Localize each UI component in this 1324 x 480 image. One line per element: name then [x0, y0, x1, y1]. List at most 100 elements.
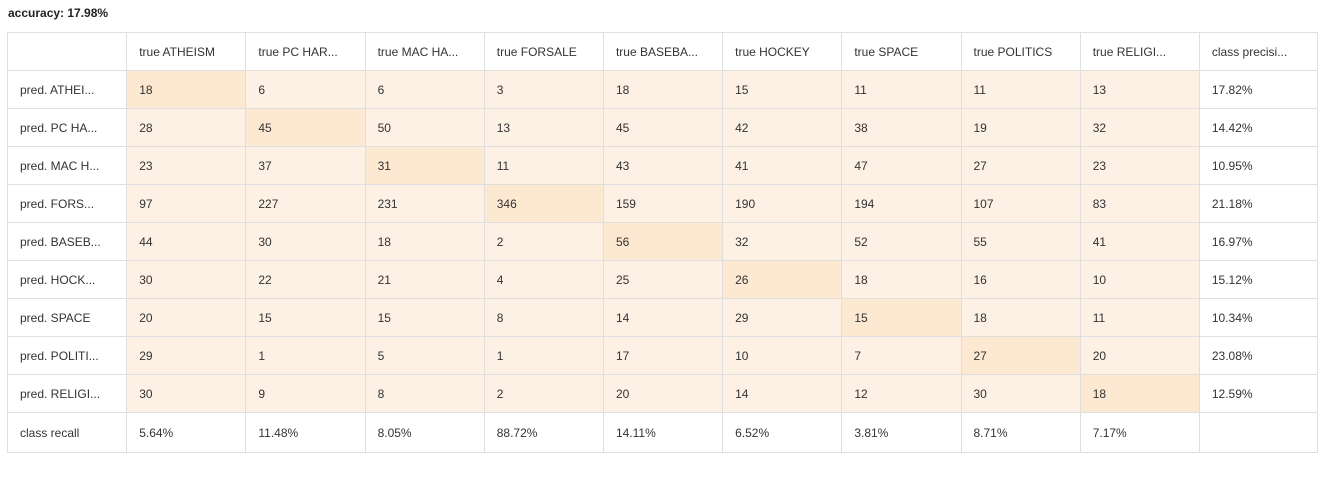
column-header-true-forsale[interactable]: true FORSALE: [483, 32, 604, 71]
matrix-cell: 37: [245, 146, 366, 185]
matrix-cell: 6: [245, 70, 366, 109]
matrix-cell: 23: [1079, 146, 1200, 185]
matrix-cell: 10: [1079, 260, 1200, 299]
matrix-cell: 6: [364, 70, 485, 109]
matrix-cell: 16: [960, 260, 1081, 299]
matrix-cell: 45: [602, 108, 724, 147]
row-header-pred-politics: pred. POLITI...: [6, 336, 128, 375]
row-header-pred-baseball: pred. BASEB...: [6, 222, 128, 261]
column-header-true-religion[interactable]: true RELIGI...: [1079, 32, 1200, 71]
matrix-cell: 30: [245, 222, 366, 261]
matrix-cell: 44: [126, 222, 247, 261]
matrix-cell: 107: [960, 184, 1081, 223]
precision-cell: 10.34%: [1198, 298, 1319, 337]
matrix-cell: 15: [841, 298, 962, 337]
row-header-pred-forsale: pred. FORS...: [6, 184, 128, 223]
table-row: pred. FORS... 97 227 231 346 159 190 194…: [6, 184, 1319, 223]
matrix-cell: 28: [126, 108, 247, 147]
table-row: pred. MAC H... 23 37 31 11 43 41 47 27 2…: [6, 146, 1319, 185]
table-row: pred. SPACE 20 15 15 8 14 29 15 18 11 10…: [6, 298, 1319, 337]
matrix-cell: 7: [841, 336, 962, 375]
matrix-cell: 32: [722, 222, 843, 261]
column-header-true-mac-hardware[interactable]: true MAC HA...: [364, 32, 485, 71]
matrix-cell: 346: [483, 184, 604, 223]
row-header-pred-space: pred. SPACE: [6, 298, 128, 337]
matrix-cell: 18: [1079, 374, 1200, 413]
matrix-cell: 42: [722, 108, 843, 147]
recall-cell: 8.05%: [364, 412, 485, 453]
table-row: pred. HOCK... 30 22 21 4 25 26 18 16 10 …: [6, 260, 1319, 299]
class-recall-row: class recall 5.64% 11.48% 8.05% 88.72% 1…: [6, 412, 1319, 453]
table-row: pred. POLITI... 29 1 5 1 17 10 7 27 20 2…: [6, 336, 1319, 375]
matrix-cell: 30: [126, 260, 247, 299]
matrix-cell: 45: [245, 108, 366, 147]
column-header-true-politics[interactable]: true POLITICS: [960, 32, 1081, 71]
matrix-cell: 2: [483, 374, 604, 413]
matrix-cell: 56: [602, 222, 724, 261]
recall-empty-cell: [1198, 412, 1319, 453]
matrix-cell: 13: [1079, 70, 1200, 109]
matrix-cell: 18: [364, 222, 485, 261]
matrix-cell: 20: [1079, 336, 1200, 375]
matrix-cell: 18: [960, 298, 1081, 337]
matrix-cell: 41: [722, 146, 843, 185]
precision-cell: 17.82%: [1198, 70, 1319, 109]
column-header-class-precision[interactable]: class precisi...: [1198, 32, 1319, 71]
matrix-cell: 18: [602, 70, 724, 109]
matrix-cell: 26: [722, 260, 843, 299]
column-header-true-baseball[interactable]: true BASEBA...: [602, 32, 724, 71]
matrix-cell: 11: [841, 70, 962, 109]
matrix-cell: 10: [722, 336, 843, 375]
matrix-cell: 29: [126, 336, 247, 375]
matrix-cell: 50: [364, 108, 485, 147]
matrix-cell: 20: [126, 298, 247, 337]
precision-cell: 10.95%: [1198, 146, 1319, 185]
matrix-cell: 27: [960, 336, 1081, 375]
matrix-cell: 231: [364, 184, 485, 223]
table-row: pred. ATHEI... 18 6 6 3 18 15 11 11 13 1…: [6, 70, 1319, 109]
matrix-cell: 32: [1079, 108, 1200, 147]
row-header-pred-hockey: pred. HOCK...: [6, 260, 128, 299]
matrix-cell: 15: [245, 298, 366, 337]
matrix-cell: 11: [483, 146, 604, 185]
matrix-cell: 194: [841, 184, 962, 223]
matrix-cell: 5: [364, 336, 485, 375]
recall-cell: 3.81%: [841, 412, 962, 453]
matrix-cell: 13: [483, 108, 604, 147]
matrix-cell: 21: [364, 260, 485, 299]
corner-cell: [6, 32, 128, 71]
matrix-cell: 18: [126, 70, 247, 109]
matrix-cell: 8: [364, 374, 485, 413]
matrix-cell: 4: [483, 260, 604, 299]
matrix-cell: 38: [841, 108, 962, 147]
matrix-cell: 23: [126, 146, 247, 185]
accuracy-label: accuracy: 17.98%: [8, 6, 109, 20]
matrix-cell: 14: [722, 374, 843, 413]
column-header-true-atheism[interactable]: true ATHEISM: [126, 32, 247, 71]
matrix-cell: 190: [722, 184, 843, 223]
table-row: pred. PC HA... 28 45 50 13 45 42 38 19 3…: [6, 108, 1319, 147]
matrix-cell: 29: [722, 298, 843, 337]
recall-cell: 14.11%: [602, 412, 724, 453]
column-header-true-pc-hardware[interactable]: true PC HAR...: [245, 32, 366, 71]
matrix-cell: 1: [483, 336, 604, 375]
matrix-cell: 18: [841, 260, 962, 299]
recall-cell: 7.17%: [1079, 412, 1200, 453]
matrix-cell: 1: [245, 336, 366, 375]
matrix-cell: 25: [602, 260, 724, 299]
matrix-cell: 30: [960, 374, 1081, 413]
precision-cell: 23.08%: [1198, 336, 1319, 375]
recall-cell: 11.48%: [245, 412, 366, 453]
column-header-true-space[interactable]: true SPACE: [841, 32, 962, 71]
matrix-cell: 17: [602, 336, 724, 375]
matrix-cell: 3: [483, 70, 604, 109]
matrix-cell: 9: [245, 374, 366, 413]
header-row: true ATHEISM true PC HAR... true MAC HA.…: [6, 32, 1319, 71]
matrix-cell: 41: [1079, 222, 1200, 261]
precision-cell: 14.42%: [1198, 108, 1319, 147]
matrix-cell: 55: [960, 222, 1081, 261]
matrix-cell: 15: [364, 298, 485, 337]
table-row: pred. BASEB... 44 30 18 2 56 32 52 55 41…: [6, 222, 1319, 261]
column-header-true-hockey[interactable]: true HOCKEY: [722, 32, 843, 71]
matrix-cell: 22: [245, 260, 366, 299]
